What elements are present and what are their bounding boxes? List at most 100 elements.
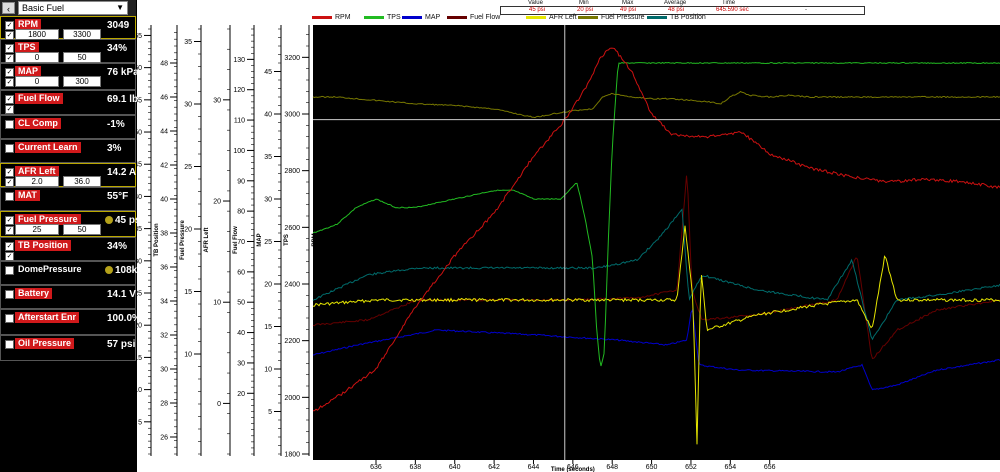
channel-checkbox[interactable] (5, 120, 14, 129)
back-button[interactable]: ‹ (2, 2, 15, 14)
axis-tick-label: 10 (213, 300, 221, 307)
x-tick-label: 650 (646, 464, 658, 471)
channel-domepressure: DomePressure 108k (0, 261, 137, 285)
axis-tick-label: 20 (237, 391, 245, 398)
channel-checkbox[interactable]: ✓ (5, 242, 14, 251)
axis-tick-label: 15 (264, 324, 272, 331)
channel-value: -1% (107, 119, 125, 130)
axis-tick-label: 30 (237, 360, 245, 367)
stats-header-max: Max (622, 0, 634, 6)
channel-checkbox[interactable]: ✓ (5, 68, 14, 77)
x-tick-label: 638 (410, 464, 422, 471)
channel-checkbox[interactable]: ✓ (5, 168, 14, 177)
range-checkbox[interactable]: ✓ (5, 252, 14, 261)
legend-item: Fuel Pressure (578, 14, 645, 21)
legend-item: RPM (312, 14, 351, 21)
channel-checkbox[interactable]: ✓ (5, 95, 14, 104)
range-max-input[interactable]: 36.0 (63, 176, 101, 187)
legend-swatch (526, 15, 546, 19)
axis-tick-label: 25 (184, 164, 192, 171)
channel-tbposition: ✓ TB Position 34% ✓ (0, 237, 136, 261)
range-max-input[interactable]: 50 (63, 52, 101, 63)
stats-extra: - (805, 7, 807, 13)
axis-tick-label: 3000 (284, 112, 300, 119)
axis-tick-label: 32 (160, 333, 168, 340)
channel-checkbox[interactable] (5, 144, 14, 153)
legend-item: Fuel Flow (447, 14, 500, 21)
channel-checkbox[interactable] (5, 314, 14, 323)
x-tick-label: 636 (370, 464, 382, 471)
axis-tick-label: 36 (160, 265, 168, 272)
panel-toolbar: ‹ Basic Fuel ▼ (0, 0, 136, 16)
channel-map: ✓ MAP 76 kPa ✓ 0 300 (0, 63, 139, 90)
range-min-input[interactable]: 25 (15, 224, 59, 235)
axis-tick-label: 10 (184, 352, 192, 359)
range-max-input[interactable]: 50 (63, 224, 101, 235)
channel-value: 100.0% (107, 313, 141, 324)
legend-label: AFR Left (549, 14, 577, 21)
legend-item: TB Position (647, 14, 706, 21)
axis-tick-label: 90 (237, 178, 245, 185)
channel-name: CL Comp (15, 118, 61, 129)
x-tick-label: 640 (449, 464, 461, 471)
axis-label: Fuel Pressure (180, 219, 186, 259)
legend-label: TB Position (670, 14, 706, 21)
stats-max: 49 psi (620, 7, 637, 13)
range-min-input[interactable]: 0 (15, 52, 59, 63)
axis-tick-label: 34 (160, 299, 168, 306)
range-checkbox[interactable]: ✓ (5, 226, 14, 235)
range-min-input[interactable]: 2.0 (15, 176, 59, 187)
range-max-input[interactable]: 300 (63, 76, 101, 87)
range-checkbox[interactable]: ✓ (5, 178, 14, 187)
channel-checkbox[interactable] (5, 340, 14, 349)
alert-dot-icon (105, 216, 113, 224)
channel-value: 76 kPa (107, 67, 139, 78)
channel-checkbox[interactable] (5, 290, 14, 299)
legend-label: Fuel Pressure (601, 14, 645, 21)
x-tick-label: 656 (764, 464, 776, 471)
stats-box (500, 6, 865, 15)
axis-tick-label: 35 (184, 39, 192, 46)
channel-checkbox[interactable] (5, 192, 14, 201)
axis-tick-label: 30 (184, 102, 192, 109)
x-axis-label: Time (seconds) (551, 467, 595, 472)
range-min-input[interactable]: 0 (15, 76, 59, 87)
channel-name: Fuel Flow (15, 93, 63, 104)
stats-header-value: Value (528, 0, 543, 6)
axis-tick-label: 15 (184, 289, 192, 296)
chart-area[interactable]: 1800 2000 2200 2400 2600 2800 3000 3200 RPM 5 10 15… (137, 0, 1000, 472)
axis-tick-label: 20 (264, 282, 272, 289)
axis-tick-label: 10 (264, 367, 272, 374)
channel-checkbox[interactable] (5, 266, 14, 275)
axis-tick-label: 20 (137, 323, 142, 330)
chart-svg[interactable]: 1800 2000 2200 2400 2600 2800 3000 3200 RPM 5 10 15… (137, 0, 1000, 472)
axis-tick-label: 45 (264, 69, 272, 76)
stats-value: 45 psi (529, 7, 546, 13)
legend-label: Fuel Flow (470, 14, 501, 21)
channel-afterstart: Afterstart Enr 100.0% (0, 309, 141, 335)
axis-tick-label: 5 (268, 409, 272, 416)
channel-rpm: ✓ RPM 3049 ✓ 1800 3300 (0, 16, 136, 40)
axis-tick-label: 80 (237, 209, 245, 216)
preset-select[interactable]: Basic Fuel ▼ (18, 1, 128, 15)
axis-tick-label: 40 (160, 197, 168, 204)
axis-tick-label: 40 (264, 112, 272, 119)
legend-swatch (647, 15, 667, 19)
chevron-left-icon: ‹ (7, 4, 10, 14)
channel-battery: Battery 14.1 V (0, 285, 136, 309)
axis-tick-label: 40 (137, 194, 142, 201)
legend-swatch (402, 15, 422, 19)
range-checkbox[interactable]: ✓ (5, 54, 14, 63)
legend-label: MAP (425, 14, 441, 21)
channel-checkbox[interactable]: ✓ (5, 44, 14, 53)
axis-tick-label: 50 (237, 300, 245, 307)
channel-checkbox[interactable]: ✓ (5, 216, 14, 225)
channel-tps: ✓ TPS 34% ✓ 0 50 (0, 39, 136, 63)
channel-checkbox[interactable]: ✓ (5, 21, 14, 30)
range-checkbox[interactable]: ✓ (5, 105, 14, 114)
legend-label: RPM (335, 14, 351, 21)
range-checkbox[interactable]: ✓ (5, 78, 14, 87)
axis-tick-label: 30 (160, 367, 168, 374)
x-tick-label: 644 (528, 464, 540, 471)
channel-name: DomePressure (18, 264, 82, 274)
